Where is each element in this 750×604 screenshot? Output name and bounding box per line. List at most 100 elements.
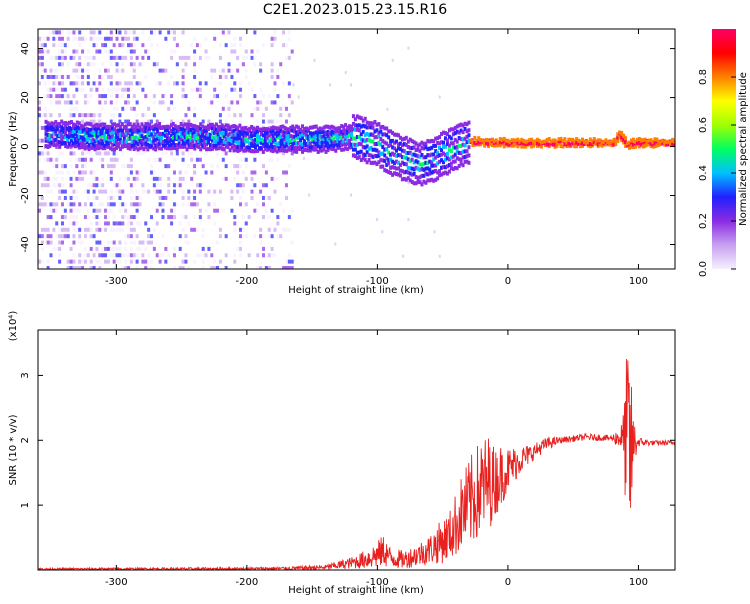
heatmap-cell: [255, 140, 259, 145]
heatmap-cell: [75, 221, 79, 226]
heatmap-cell: [52, 30, 56, 35]
heatmap-cell: [49, 68, 53, 73]
heatmap-cell: [195, 143, 199, 148]
heatmap-cell: [58, 183, 62, 188]
heatmap-cell: [375, 162, 379, 167]
heatmap-cell: [115, 227, 119, 232]
heatmap-cell: [55, 36, 59, 41]
heatmap-cell: [46, 74, 50, 79]
heatmap-cell: [129, 246, 133, 251]
heatmap-cell: [167, 176, 171, 181]
heatmap-cell: [218, 43, 222, 48]
heatmap-cell: [124, 143, 128, 148]
heatmap-cell: [120, 133, 124, 138]
heatmap-cell: [310, 137, 314, 142]
heatmap-cell: [107, 128, 111, 133]
heatmap-cell: [109, 157, 113, 162]
heatmap-cell: [203, 138, 207, 143]
heatmap-cell: [438, 146, 442, 151]
heatmap-cell: [54, 137, 58, 142]
heatmap-cell: [363, 116, 367, 121]
heatmap-cell: [167, 125, 171, 130]
heatmap-cell: [156, 133, 160, 138]
heatmap-cell: [232, 133, 236, 138]
heatmap-cell: [308, 145, 312, 150]
heatmap-cell: [43, 170, 47, 175]
heatmap-cell: [393, 165, 397, 170]
heatmap-cell: [204, 49, 208, 54]
heatmap-cell: [181, 266, 185, 269]
heatmap-cell: [203, 125, 207, 130]
heatmap-cell: [357, 141, 361, 146]
heatmap-cell: [141, 43, 145, 48]
heatmap-cell: [124, 36, 128, 41]
heatmap-cell: [371, 147, 375, 152]
heatmap-cell: [375, 122, 379, 127]
heatmap-cell: [239, 151, 243, 156]
heatmap-cell: [169, 138, 173, 143]
heatmap-cell: [240, 131, 244, 136]
spectrogram-heatmap: [38, 30, 675, 269]
heatmap-cell: [40, 68, 44, 73]
heatmap-cell: [441, 144, 445, 149]
heatmap-cell: [363, 153, 367, 158]
heatmap-cell: [208, 125, 212, 130]
heatmap-cell: [270, 253, 274, 258]
heatmap-cell: [651, 142, 655, 147]
heatmap-cell: [250, 189, 254, 194]
heatmap-cell: [647, 138, 651, 143]
heatmap-cell: [270, 246, 274, 251]
heatmap-cell: [86, 208, 90, 213]
heatmap-cell: [86, 189, 90, 194]
heatmap-cell: [135, 36, 139, 41]
heatmap-cell: [138, 138, 142, 143]
heatmap-cell: [147, 253, 151, 258]
snr-y-multiplier: (x10⁴): [8, 311, 19, 342]
heatmap-cell: [253, 183, 257, 188]
heatmap-cell: [222, 134, 226, 139]
heatmap-cell: [132, 68, 136, 73]
heatmap-cell: [328, 144, 332, 149]
heatmap-cell: [318, 135, 322, 140]
heatmap-cell: [69, 157, 73, 162]
heatmap-cell: [233, 81, 237, 86]
heatmap-cell: [40, 138, 44, 143]
heatmap-cell: [93, 126, 97, 131]
heatmap-cell: [522, 141, 526, 146]
heatmap-cell: [221, 151, 225, 156]
heatmap-cell: [105, 142, 109, 147]
heatmap-cell: [279, 202, 283, 207]
heatmap-cell: [477, 140, 481, 145]
heatmap-cell: [451, 127, 455, 132]
heatmap-cell: [271, 137, 275, 142]
heatmap-cell: [283, 134, 287, 139]
heatmap-cell: [130, 124, 134, 129]
heatmap-cell: [149, 259, 153, 264]
heatmap-cell: [172, 183, 176, 188]
heatmap-cell: [91, 130, 95, 135]
heatmap-cell: [259, 132, 263, 137]
heatmap-cell: [273, 140, 277, 145]
heatmap-cell: [349, 133, 353, 138]
heatmap-cell: [135, 259, 139, 264]
heatmap-cell: [184, 62, 188, 67]
heatmap-cell: [109, 135, 113, 140]
heatmap-cell: [141, 30, 145, 35]
heatmap-cell: [528, 141, 532, 146]
heatmap-cell: [55, 30, 59, 35]
heatmap-cell: [72, 94, 76, 99]
heatmap-cell: [244, 164, 248, 169]
heatmap-cell: [254, 133, 258, 138]
heatmap-cell: [224, 123, 228, 128]
heatmap-cell: [340, 138, 344, 143]
heatmap-cell: [281, 141, 285, 146]
heatmap-cell: [276, 119, 280, 124]
heatmap-cell: [181, 157, 185, 162]
heatmap-cell: [144, 144, 148, 149]
heatmap-cell: [136, 142, 140, 147]
heatmap-cell: [101, 189, 105, 194]
heatmap-cell: [488, 142, 492, 147]
heatmap-cell: [135, 100, 139, 105]
heatmap-cell: [277, 146, 281, 151]
heatmap-cell: [400, 155, 404, 160]
